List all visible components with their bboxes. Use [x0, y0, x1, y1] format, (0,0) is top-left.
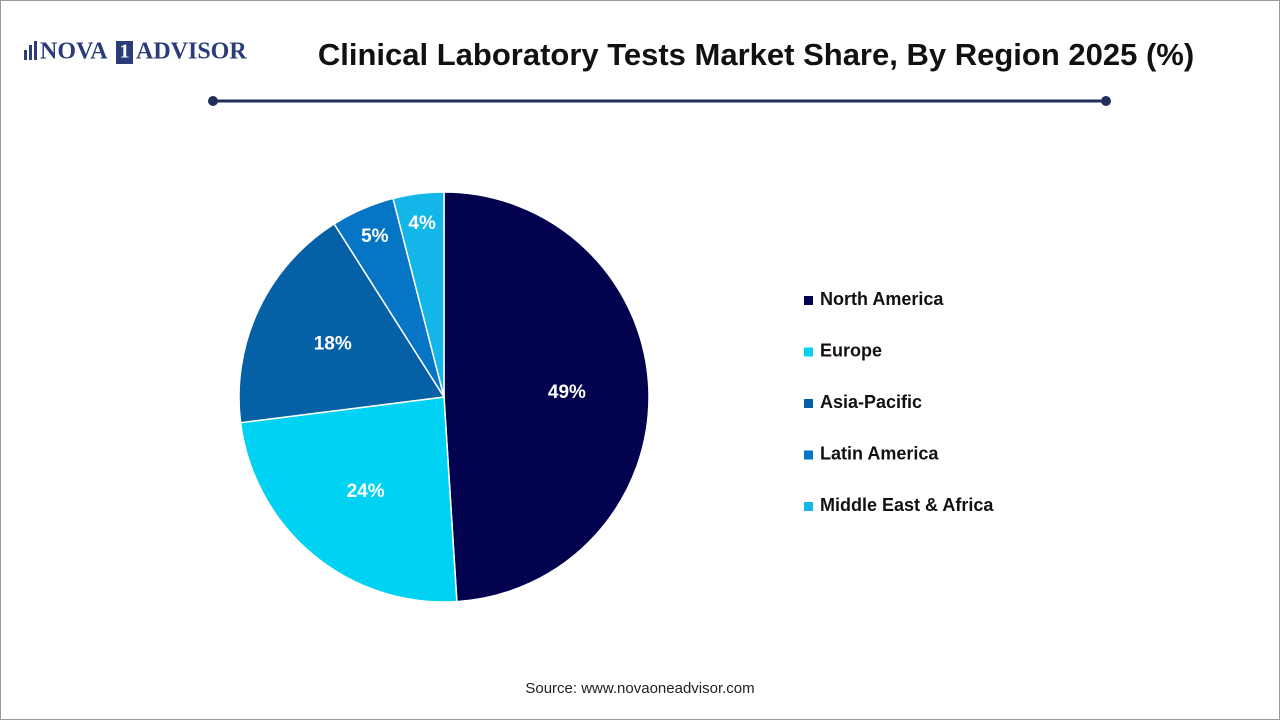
logo-bar	[34, 41, 37, 60]
rule-dot	[1101, 96, 1111, 106]
logo-box	[116, 41, 133, 64]
chart-title: Clinical Laboratory Tests Market Share, …	[318, 37, 1194, 72]
legend-label: Europe	[820, 340, 882, 360]
pie-slice	[392, 191, 445, 398]
source: Source: www.novaoneadvisor.com	[525, 680, 754, 697]
data-label: 18%	[314, 334, 352, 355]
data-label: 24%	[347, 481, 385, 502]
legend-swatch	[804, 347, 813, 357]
data-label: 49%	[548, 382, 586, 403]
logo-mark: 1	[120, 41, 130, 63]
logo: NOVA 1 ADVISOR	[24, 39, 247, 65]
legend-label: Asia-Pacific	[820, 392, 922, 412]
pie-slice	[238, 222, 446, 424]
logo-text: ADVISOR	[136, 39, 247, 65]
logo-bar	[24, 50, 27, 60]
legend-label: Middle East & Africa	[820, 495, 994, 515]
legend-swatch	[804, 399, 813, 408]
logo-bar	[29, 45, 32, 60]
legend-label: North America	[820, 289, 944, 309]
data-label: 4%	[408, 213, 436, 234]
rule-dot	[208, 96, 218, 106]
legend-label: Latin America	[820, 443, 939, 463]
legend-swatch	[804, 296, 813, 305]
pie-slice	[239, 396, 458, 603]
data-label: 5%	[361, 226, 389, 247]
legend-swatch	[804, 502, 813, 511]
pie-slice	[443, 191, 650, 603]
logo-text: NOVA	[40, 39, 108, 65]
legend-swatch	[804, 450, 813, 460]
